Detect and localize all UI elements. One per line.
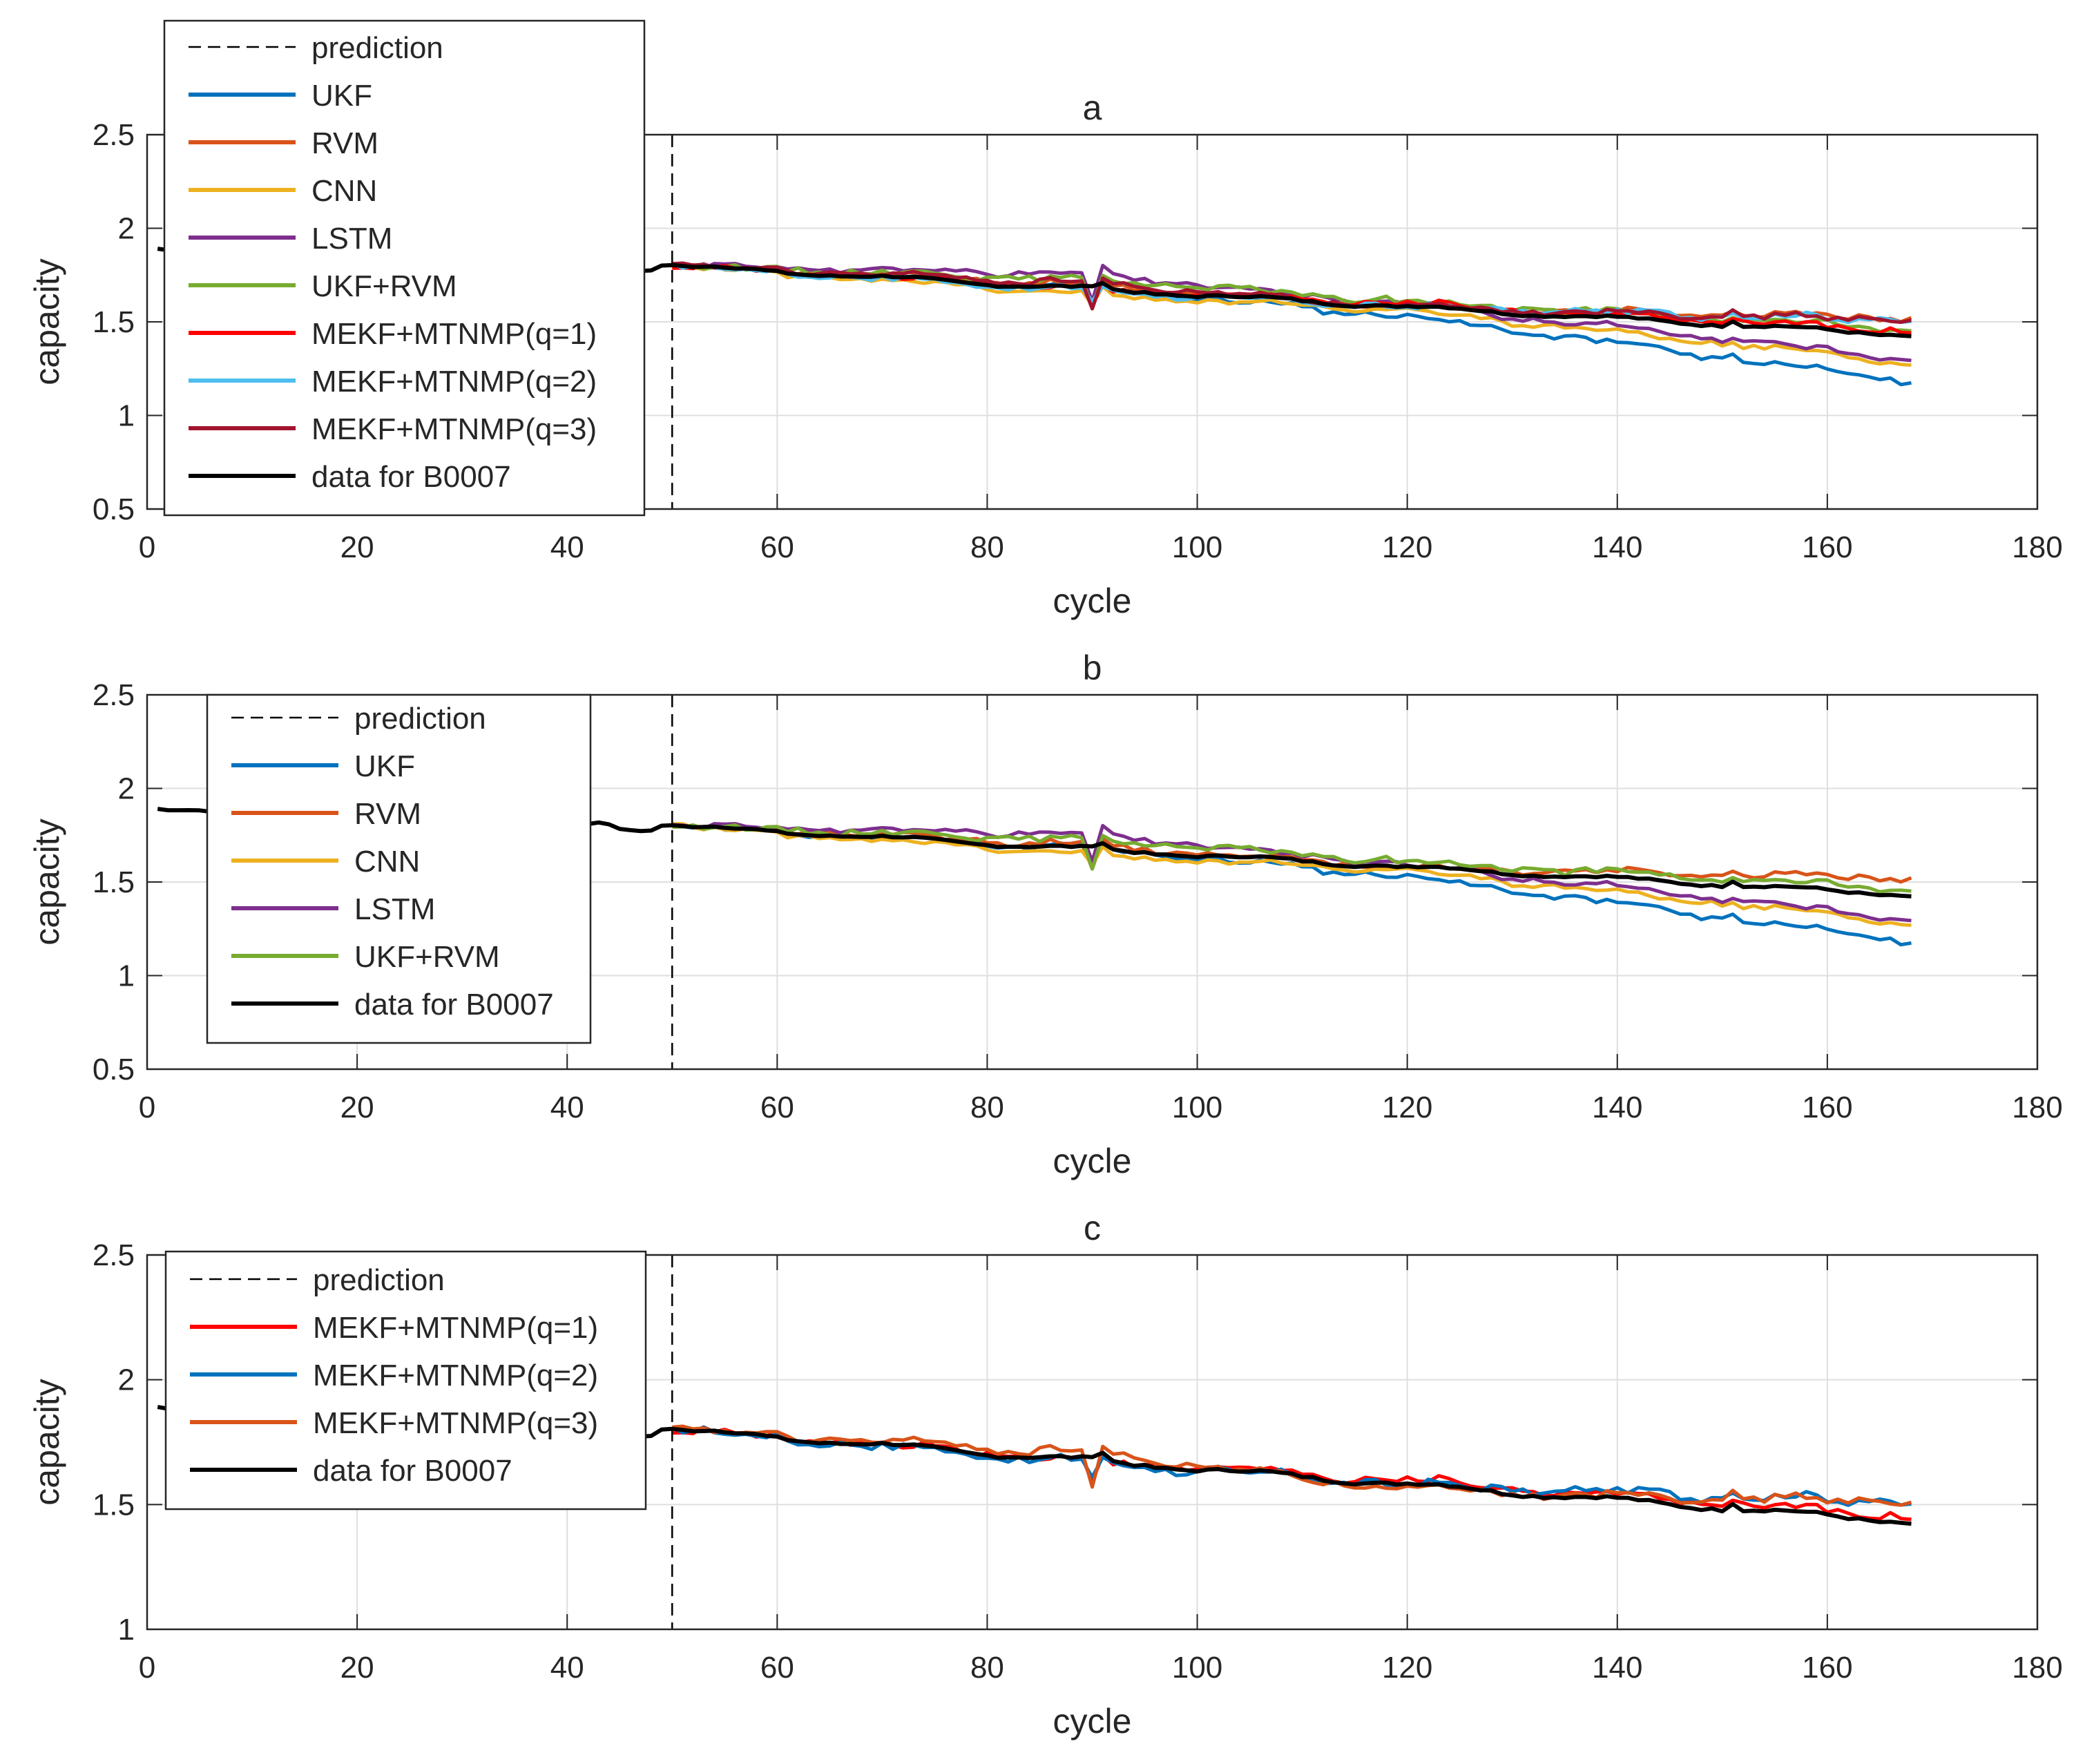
legend-label: UKF <box>354 749 415 783</box>
legend-label: RVM <box>354 797 421 831</box>
axes-box <box>146 1254 2039 1631</box>
x-tick-label: 120 <box>1382 530 1432 564</box>
x-tick-label: 160 <box>1802 530 1852 564</box>
x-tick-label: 160 <box>1802 1091 1852 1124</box>
legend-box <box>206 693 592 1044</box>
legend-label: MEKF+MTNMP(q=1) <box>311 317 597 351</box>
x-tick-label: 60 <box>760 530 794 564</box>
x-tick-label: 80 <box>970 1651 1004 1685</box>
legend-label: CNN <box>311 174 377 208</box>
chart-panel-c: 0 20 40 60 80 100 120 140 160 180 1 1.5 2 2.5 c cycle ca… <box>28 1209 2063 1741</box>
x-tick-label: 60 <box>760 1091 794 1124</box>
y-tick-label: 1 <box>118 399 135 433</box>
y-tick-label: 0.5 <box>93 492 135 526</box>
axes-box <box>146 133 2039 510</box>
legend: prediction UKF RVM CNN LSTM UKF+RVM data for B… <box>206 693 592 1044</box>
x-tick-label: 100 <box>1172 530 1222 564</box>
x-tick-label: 180 <box>2012 1091 2062 1124</box>
y-tick-label: 2 <box>118 212 135 246</box>
y-tick-label: 0.5 <box>93 1053 135 1086</box>
legend-label: RVM <box>311 126 378 160</box>
y-tick-label: 1.5 <box>93 1488 135 1522</box>
legend-box <box>164 1250 647 1511</box>
x-tick-label: 140 <box>1592 1091 1642 1124</box>
legend: prediction UKF RVM CNN LSTM UKF+RVM MEKF+MTNMP… <box>163 19 646 517</box>
x-tick-label: 20 <box>340 1091 374 1124</box>
chart-panel-b: 0 20 40 60 80 100 120 140 160 180 0.5 1 1.5 2 2.5 b cycl… <box>28 649 2063 1180</box>
chart-panel-a: 0 20 40 60 80 100 120 140 160 180 0.5 1 1.5 2 2.5 a cycl… <box>28 19 2063 620</box>
legend-label: LSTM <box>354 892 435 926</box>
x-tick-label: 60 <box>760 1651 794 1685</box>
legend-label: UKF <box>311 79 372 113</box>
legend-box <box>163 19 646 517</box>
y-tick-label: 1 <box>118 1613 135 1647</box>
x-axis-label: cycle <box>1053 1142 1132 1180</box>
y-tick-label: 2.5 <box>93 1238 135 1272</box>
legend-label: data for B0007 <box>313 1454 512 1488</box>
legend-label: UKF+RVM <box>354 940 500 974</box>
chart-title: b <box>1083 649 1102 687</box>
x-tick-label: 100 <box>1172 1651 1222 1685</box>
x-tick-label: 0 <box>139 1091 155 1124</box>
x-axis-label: cycle <box>1053 1702 1132 1741</box>
x-tick-label: 20 <box>340 1651 374 1685</box>
x-tick-label: 140 <box>1592 530 1642 564</box>
legend: prediction MEKF+MTNMP(q=1) MEKF+MTNMP(q=2)… <box>164 1250 647 1511</box>
y-axis-label: capacity <box>28 818 66 945</box>
x-tick-label: 40 <box>550 530 584 564</box>
legend-label: MEKF+MTNMP(q=3) <box>313 1406 598 1440</box>
x-tick-label: 0 <box>139 1651 155 1685</box>
chart-title: a <box>1083 88 1102 127</box>
x-tick-label: 120 <box>1382 1091 1432 1124</box>
y-axis-label: capacity <box>28 1379 66 1505</box>
x-tick-label: 160 <box>1802 1651 1852 1685</box>
axes-box <box>146 693 2039 1071</box>
x-tick-label: 0 <box>139 530 155 564</box>
x-tick-label: 80 <box>970 1091 1004 1124</box>
y-tick-label: 2.5 <box>93 678 135 712</box>
x-tick-label: 80 <box>970 530 1004 564</box>
legend-label: data for B0007 <box>311 460 511 494</box>
y-tick-label: 2 <box>118 772 135 806</box>
series-line <box>672 823 1912 894</box>
x-axis-label: cycle <box>1053 582 1132 620</box>
y-tick-label: 1 <box>118 959 135 993</box>
legend-label: data for B0007 <box>354 988 554 1022</box>
legend-label: MEKF+MTNMP(q=1) <box>313 1311 598 1345</box>
x-tick-label: 180 <box>2012 1651 2062 1685</box>
legend-label: prediction <box>354 702 486 736</box>
legend-label: MEKF+MTNMP(q=2) <box>313 1359 598 1392</box>
y-axis-label: capacity <box>28 258 66 385</box>
legend-label: LSTM <box>311 222 392 256</box>
y-tick-label: 1.5 <box>93 305 135 339</box>
y-tick-label: 2 <box>118 1363 135 1397</box>
series-group <box>157 807 1912 947</box>
series-line <box>672 262 1912 367</box>
y-tick-label: 1.5 <box>93 865 135 899</box>
legend-label: prediction <box>313 1263 445 1297</box>
legend-label: prediction <box>311 31 443 65</box>
x-tick-label: 20 <box>340 530 374 564</box>
series-line <box>672 822 1912 928</box>
x-tick-label: 40 <box>550 1091 584 1124</box>
legend-label: CNN <box>354 845 420 879</box>
legend-label: UKF+RVM <box>311 269 457 303</box>
x-tick-label: 100 <box>1172 1091 1222 1124</box>
legend-label: MEKF+MTNMP(q=2) <box>311 365 597 399</box>
x-tick-label: 40 <box>550 1651 584 1685</box>
legend-label: MEKF+MTNMP(q=3) <box>311 412 597 446</box>
x-tick-label: 140 <box>1592 1651 1642 1685</box>
x-tick-label: 120 <box>1382 1651 1432 1685</box>
y-tick-label: 2.5 <box>93 118 135 152</box>
chart-title: c <box>1084 1209 1101 1247</box>
x-tick-label: 180 <box>2012 530 2062 564</box>
